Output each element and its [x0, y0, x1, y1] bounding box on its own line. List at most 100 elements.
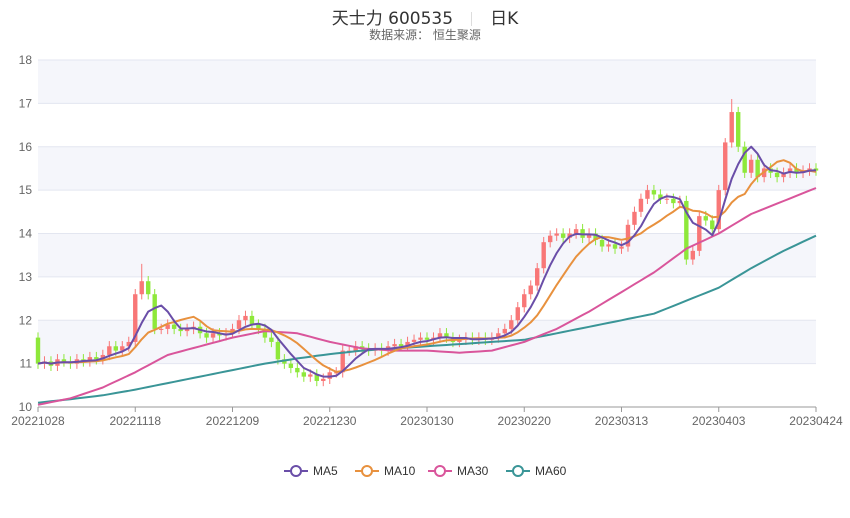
candle [262, 323, 268, 343]
candle-body [295, 367, 300, 373]
candle [353, 341, 358, 356]
candle [800, 165, 806, 178]
candle [703, 210, 708, 226]
candle [755, 154, 760, 183]
candle [794, 163, 799, 178]
candle-body [158, 328, 164, 330]
candle [431, 332, 436, 345]
candle [697, 210, 702, 257]
candle [690, 245, 696, 265]
candle [651, 184, 657, 200]
candle [748, 154, 754, 178]
candle-body [658, 194, 663, 199]
candle-body [139, 281, 144, 295]
candle-body [152, 294, 157, 329]
chart-title: 天士力 600535 日K [0, 4, 850, 29]
candle [411, 334, 417, 348]
candle-body [210, 333, 216, 338]
grid-band [38, 233, 816, 277]
legend-item-ma10[interactable]: MA10 [355, 464, 416, 478]
title-divider [471, 12, 473, 26]
candle-body [703, 216, 708, 221]
candle [457, 334, 462, 348]
candle [437, 328, 443, 343]
legend-item-ma60[interactable]: MA60 [506, 464, 567, 478]
candle [632, 206, 637, 231]
legend-marker-icon [290, 465, 302, 477]
candle-body [774, 172, 780, 178]
candle-body [515, 307, 520, 321]
x-tick-label: 20230313 [595, 414, 649, 428]
candle-body [684, 200, 689, 260]
legend-label: MA10 [384, 464, 416, 478]
candle [87, 351, 93, 367]
candle-body [379, 348, 384, 351]
candle-body [761, 168, 767, 178]
candle [230, 323, 235, 339]
candle-body [723, 142, 728, 191]
candle [554, 228, 559, 241]
legend-item-ma30[interactable]: MA30 [428, 464, 489, 478]
candle [489, 332, 495, 345]
candle-body [126, 341, 131, 347]
legend-item-ma5[interactable]: MA5 [284, 464, 338, 478]
candle-body [664, 198, 670, 200]
candle-body [509, 320, 514, 329]
candle [535, 262, 540, 291]
candle [716, 184, 721, 235]
candle-body [353, 346, 358, 351]
candle-body [61, 359, 67, 362]
candle [424, 332, 430, 345]
candle [165, 319, 170, 335]
candle [638, 193, 644, 218]
candle [787, 163, 793, 178]
line-ma60 [37, 234, 817, 404]
candle [599, 234, 605, 252]
candle [133, 289, 138, 348]
candle-body [736, 112, 741, 147]
candle-body [359, 346, 365, 349]
candle-body [567, 233, 572, 238]
candle-body [437, 333, 443, 338]
candle-body [431, 337, 436, 340]
candle-body [755, 159, 760, 178]
candle [781, 167, 786, 183]
candle-body [42, 361, 47, 364]
x-tick-label: 20230130 [400, 414, 454, 428]
candle [321, 373, 326, 387]
candle-body [593, 233, 598, 241]
candle-body [528, 285, 533, 295]
candle-body [729, 112, 734, 143]
candle [74, 354, 80, 369]
candle-body [288, 363, 294, 368]
candle [314, 369, 319, 387]
candle-body [405, 341, 410, 347]
x-tick-label: 20221230 [303, 414, 357, 428]
candle [171, 319, 177, 335]
x-tick-label: 20221118 [109, 414, 161, 428]
candle-body [710, 220, 715, 230]
candle-body [690, 250, 696, 260]
candle-body [249, 315, 255, 325]
y-tick-label: 10 [19, 400, 33, 414]
candle [158, 323, 164, 335]
candle-body [671, 198, 676, 204]
candle [379, 343, 384, 356]
candle [567, 228, 572, 244]
candle [366, 343, 371, 356]
candle-body [275, 341, 281, 360]
candle [658, 189, 663, 205]
candle-body [476, 337, 482, 340]
candle [470, 332, 475, 345]
candle-body [347, 350, 352, 352]
candle [586, 228, 592, 244]
candle [340, 345, 345, 378]
candle [197, 321, 203, 339]
candle [288, 358, 294, 374]
legend-marker-icon [512, 465, 524, 477]
candle-body [794, 168, 799, 173]
candle-body [612, 244, 618, 249]
candle [152, 289, 157, 335]
candle-body [606, 244, 611, 247]
y-tick-label: 13 [19, 270, 33, 284]
